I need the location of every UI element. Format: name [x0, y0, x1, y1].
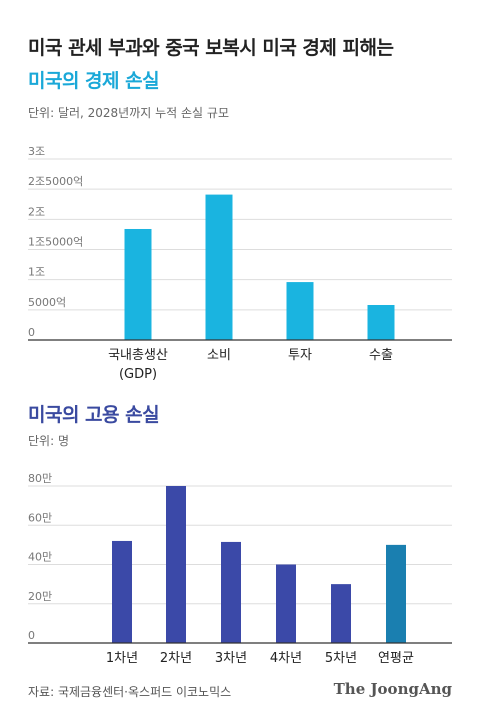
- category-label: (GDP): [119, 367, 157, 382]
- y-tick-label: 2조5000억: [28, 175, 83, 188]
- bar: [166, 486, 186, 643]
- y-tick-label: 80만: [28, 472, 52, 485]
- employment-loss-title: 미국의 고용 손실: [28, 404, 160, 426]
- bar: [386, 544, 406, 643]
- y-tick-label: 0: [28, 326, 35, 339]
- economic-loss-title: 미국의 경제 손실: [28, 70, 160, 92]
- bar: [286, 282, 314, 340]
- category-label: 3차년: [215, 651, 247, 666]
- y-tick-label: 40만: [28, 551, 52, 564]
- category-label: 소비: [207, 348, 231, 363]
- y-tick-label: 60만: [28, 511, 52, 524]
- category-label: 2차년: [160, 651, 192, 666]
- y-tick-label: 0: [28, 629, 35, 642]
- bar: [124, 228, 152, 340]
- y-tick-label: 1조5000억: [28, 236, 83, 249]
- bar: [205, 194, 233, 340]
- bar: [367, 305, 395, 340]
- economic-loss-unit-note: 단위: 달러, 2028년까지 누적 손실 규모: [28, 106, 229, 120]
- category-label: 4차년: [270, 651, 302, 666]
- y-tick-label: 1조: [28, 266, 45, 279]
- y-tick-label: 2조: [28, 205, 45, 218]
- category-label: 수출: [369, 348, 393, 363]
- category-label: 1차년: [106, 651, 138, 666]
- brand-logo: The JoongAng: [333, 680, 452, 698]
- y-tick-label: 5000억: [28, 296, 66, 309]
- y-tick-label: 20만: [28, 590, 52, 603]
- category-label: 투자: [288, 348, 312, 363]
- bar: [112, 540, 132, 643]
- bar: [331, 584, 351, 643]
- category-label: 국내총생산: [108, 348, 168, 363]
- employment-loss-unit-note: 단위: 명: [28, 434, 69, 448]
- y-tick-label: 3조: [28, 145, 45, 158]
- category-label: 연평균: [378, 651, 414, 666]
- bar: [276, 564, 296, 643]
- bar: [221, 541, 241, 643]
- main-title: 미국 관세 부과와 중국 보복시 미국 경제 피해는: [28, 37, 394, 59]
- employment-loss-chart: 0 20만 40만 60만 80만 1차년 2차년 3차년 4차년 5차년 연평균: [28, 472, 452, 666]
- category-label: 5차년: [325, 651, 357, 666]
- source-note: 자료: 국제금융센터·옥스퍼드 이코노믹스: [28, 685, 232, 699]
